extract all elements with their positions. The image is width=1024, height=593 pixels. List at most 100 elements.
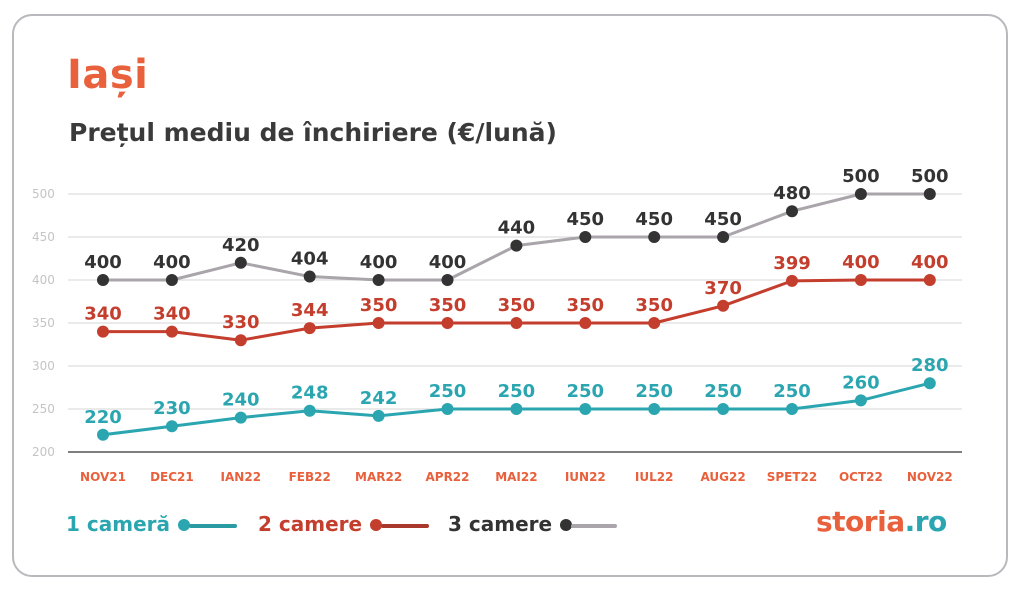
x-tick-label-nov21: NOV21 bbox=[80, 470, 126, 484]
data-point-3-camere-spet22 bbox=[786, 205, 798, 218]
y-tick-label-250: 250 bbox=[32, 402, 55, 416]
data-label-3-camere-iul22: 450 bbox=[635, 209, 673, 230]
x-tick-label-nov22: NOV22 bbox=[907, 470, 953, 484]
data-label-3-camere-oct22: 500 bbox=[842, 166, 880, 187]
storia-logo[interactable]: storia.ro bbox=[816, 505, 947, 538]
logo-text-ro: .ro bbox=[904, 505, 948, 538]
data-label-2-camere-iul22: 350 bbox=[635, 295, 673, 316]
chart-card bbox=[12, 14, 1008, 577]
data-point-3-camere-feb22 bbox=[303, 270, 316, 283]
data-point-1-camera-feb22 bbox=[303, 404, 316, 417]
data-label-1-camera-apr22: 250 bbox=[429, 381, 467, 402]
data-point-1-camera-nov22 bbox=[923, 377, 936, 390]
data-point-1-camera-ian22 bbox=[234, 411, 247, 424]
x-tick-label-ian22: IAN22 bbox=[221, 470, 262, 484]
data-label-2-camere-dec21: 340 bbox=[153, 304, 191, 325]
data-label-1-camera-nov21: 220 bbox=[84, 407, 122, 428]
x-tick-label-spet22: SPET22 bbox=[767, 470, 818, 484]
data-point-3-camere-nov21 bbox=[97, 274, 109, 286]
x-tick-label-dec21: DEC21 bbox=[150, 470, 194, 484]
data-point-1-camera-apr22 bbox=[441, 403, 454, 415]
data-label-2-camere-nov22: 400 bbox=[911, 252, 949, 273]
data-point-1-camera-dec21 bbox=[165, 420, 178, 433]
data-label-3-camere-iun22: 450 bbox=[567, 209, 605, 230]
legend-line-3-camere bbox=[571, 524, 617, 528]
data-point-3-camere-iul22 bbox=[648, 231, 661, 243]
data-label-2-camere-mai22: 350 bbox=[498, 295, 536, 316]
data-label-1-camera-feb22: 248 bbox=[291, 383, 329, 404]
data-point-1-camera-aug22 bbox=[717, 403, 730, 415]
data-label-1-camera-oct22: 260 bbox=[842, 372, 880, 393]
data-point-2-camere-ian22 bbox=[234, 334, 247, 347]
legend-label-2-camere: 2 camere bbox=[258, 512, 363, 536]
data-point-3-camere-iun22 bbox=[579, 231, 592, 243]
data-point-1-camera-oct22 bbox=[854, 394, 867, 407]
data-point-1-camera-nov21 bbox=[97, 428, 109, 441]
legend-line-2-camere bbox=[381, 524, 429, 528]
legend-label-1-camera: 1 cameră bbox=[66, 512, 170, 536]
data-label-2-camere-aug22: 370 bbox=[704, 278, 742, 299]
x-tick-label-iul22: IUL22 bbox=[635, 470, 674, 484]
legend-marker-1-camera bbox=[178, 519, 190, 531]
y-tick-label-500: 500 bbox=[32, 187, 55, 201]
data-point-3-camere-mar22 bbox=[372, 274, 385, 286]
x-tick-label-mar22: MAR22 bbox=[355, 470, 402, 484]
y-tick-label-200: 200 bbox=[32, 445, 55, 459]
data-label-1-camera-mar22: 242 bbox=[360, 388, 398, 409]
data-point-2-camere-apr22 bbox=[441, 317, 454, 329]
x-tick-label-iun22: IUN22 bbox=[565, 470, 606, 484]
data-point-3-camere-dec21 bbox=[165, 274, 178, 286]
data-label-3-camere-ian22: 420 bbox=[222, 235, 260, 256]
data-label-1-camera-aug22: 250 bbox=[704, 381, 742, 402]
y-tick-label-300: 300 bbox=[32, 359, 55, 373]
data-point-1-camera-mar22 bbox=[372, 409, 385, 422]
data-label-2-camere-apr22: 350 bbox=[429, 295, 467, 316]
data-point-3-camere-aug22 bbox=[717, 231, 730, 243]
data-label-3-camere-mai22: 440 bbox=[498, 218, 536, 239]
data-label-2-camere-oct22: 400 bbox=[842, 252, 880, 273]
data-point-2-camere-oct22 bbox=[854, 274, 867, 286]
data-label-3-camere-spet22: 480 bbox=[773, 183, 811, 204]
data-label-2-camere-nov21: 340 bbox=[84, 304, 122, 325]
x-tick-label-apr22: APR22 bbox=[425, 470, 469, 484]
data-point-3-camere-ian22 bbox=[234, 256, 247, 269]
x-tick-label-aug22: AUG22 bbox=[700, 470, 745, 484]
data-point-1-camera-iul22 bbox=[648, 403, 661, 415]
data-label-1-camera-mai22: 250 bbox=[498, 381, 536, 402]
page-title: Iași bbox=[67, 52, 149, 98]
data-point-3-camere-mai22 bbox=[510, 239, 523, 252]
x-tick-label-oct22: OCT22 bbox=[839, 470, 883, 484]
data-label-1-camera-dec21: 230 bbox=[153, 398, 191, 419]
data-point-2-camere-aug22 bbox=[717, 299, 730, 312]
chart-subtitle: Prețul mediu de închiriere (€/lună) bbox=[69, 118, 557, 147]
data-point-2-camere-dec21 bbox=[165, 325, 178, 338]
data-label-2-camere-feb22: 344 bbox=[291, 300, 329, 321]
data-point-3-camere-oct22 bbox=[854, 188, 867, 200]
data-label-3-camere-feb22: 404 bbox=[291, 249, 329, 270]
legend-marker-2-camere bbox=[370, 519, 382, 531]
data-label-1-camera-spet22: 250 bbox=[773, 381, 811, 402]
data-label-1-camera-iun22: 250 bbox=[567, 381, 605, 402]
data-label-3-camere-apr22: 400 bbox=[429, 252, 467, 273]
data-point-1-camera-mai22 bbox=[510, 403, 523, 415]
logo-text-storia: storia bbox=[816, 505, 905, 538]
data-point-2-camere-nov21 bbox=[97, 325, 109, 338]
x-tick-label-mai22: MAI22 bbox=[495, 470, 537, 484]
data-label-3-camere-dec21: 400 bbox=[153, 252, 191, 273]
data-point-2-camere-mar22 bbox=[372, 317, 385, 329]
data-label-2-camere-spet22: 399 bbox=[773, 253, 811, 274]
y-tick-label-400: 400 bbox=[32, 273, 55, 287]
data-point-2-camere-mai22 bbox=[510, 317, 523, 329]
data-label-1-camera-ian22: 240 bbox=[222, 390, 260, 411]
legend-marker-3-camere bbox=[560, 519, 572, 531]
data-label-1-camera-iul22: 250 bbox=[635, 381, 673, 402]
data-point-2-camere-iun22 bbox=[579, 317, 592, 329]
legend-line-1-camera bbox=[189, 524, 237, 528]
data-point-1-camera-iun22 bbox=[579, 403, 592, 415]
data-label-3-camere-aug22: 450 bbox=[704, 209, 742, 230]
data-label-3-camere-mar22: 400 bbox=[360, 252, 398, 273]
data-point-2-camere-feb22 bbox=[303, 322, 316, 335]
data-label-1-camera-nov22: 280 bbox=[911, 355, 949, 376]
y-tick-label-350: 350 bbox=[32, 316, 55, 330]
